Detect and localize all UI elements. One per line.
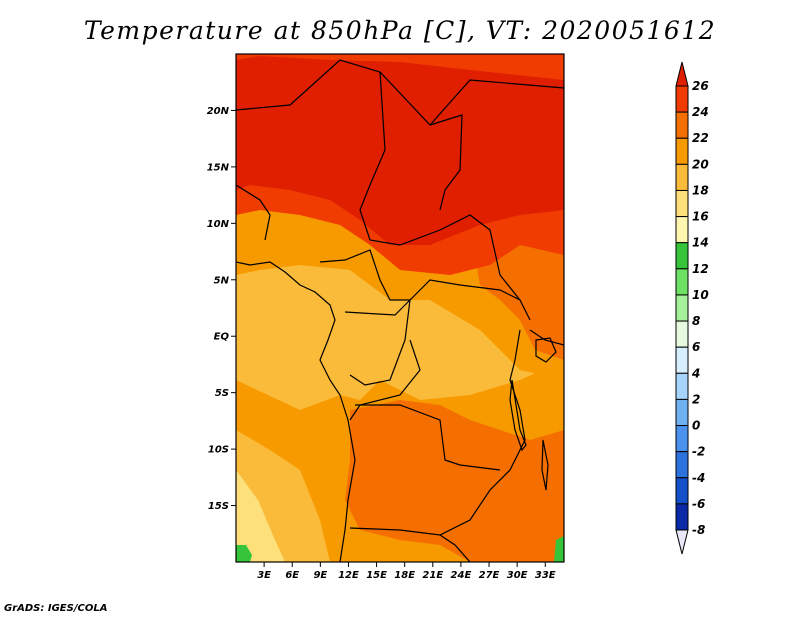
field-green-se [554,536,564,562]
colorbar-label: 6 [692,340,700,354]
border-north-3 [429,114,463,211]
temperature-field [236,54,564,562]
colorbar-label: 2 [692,392,700,406]
lake-malawi [541,439,549,491]
colorbar-segment [675,503,689,531]
colorbar-segment [675,163,689,191]
colorbar-segment [675,111,689,139]
lon-tick-label: 27E [479,570,500,581]
colorbar-segment [675,425,689,453]
lon-tick-label: 21E [422,570,443,581]
field-north-hot [236,56,564,245]
colorbar-segment [675,346,689,374]
lon-tick-label: 24E [451,570,472,581]
border-west-1 [236,184,271,241]
colorbar-segment [675,85,689,113]
colorbar-bottom-arrow [675,529,689,555]
lon-tick-label: 6E [285,570,299,581]
lat-tick-label: 15S [208,501,229,512]
lon-tick-label: 3E [257,570,271,581]
colorbar-label: 22 [692,131,709,145]
country-borders [236,59,564,562]
lat-tick-label: 10S [208,445,229,456]
border-south-1 [355,404,501,471]
colorbar-label: -4 [692,471,705,485]
lat-tick-label: 15N [207,162,230,173]
colorbar-segment [675,320,689,348]
lon-axis: 3E 6E 9E 12E 15E 18E 21E 24E 27E 30E 33E [257,562,556,581]
colorbar-segment [675,242,689,270]
border-central-3 [349,339,421,421]
lat-axis: 20N 15N 10N 5N EQ 5S 10S 15S [207,106,236,512]
lon-tick-label: 15E [366,570,387,581]
colorbar-segment [675,216,689,244]
colorbar-label: 24 [692,105,709,119]
lon-tick-label: 9E [313,570,327,581]
lon-tick-label: 33E [535,570,556,581]
colorbar-segment [675,372,689,400]
lake-tanganyika [509,379,527,452]
colorbar-label: 8 [692,314,700,328]
colorbar-segment [675,477,689,505]
field-green-sw [236,545,252,562]
lake-victoria [535,337,557,363]
colorbar-segment [675,189,689,218]
field-south-hot [345,400,564,562]
colorbar-label: -2 [692,445,705,459]
border-central-2 [344,298,411,386]
colorbar-label: 20 [692,157,709,171]
colorbar-label: 26 [692,79,709,93]
colorbar-segment [675,268,689,296]
colorbar-label: 14 [692,236,709,250]
colorbar-top-arrow [675,61,689,87]
colorbar-label: 10 [692,288,709,302]
border-east-1 [349,329,526,536]
colorbar-segment [675,451,689,479]
lat-tick-label: 20N [207,106,230,117]
field-southwest-paler [236,470,285,562]
colorbar-label: 0 [692,419,700,433]
colorbar-segment [675,137,689,165]
lat-tick-label: EQ [214,332,230,343]
colorbar-label: -8 [692,523,705,537]
lon-tick-label: 18E [394,570,415,581]
lon-tick-label: 12E [338,570,359,581]
coastline [236,261,356,562]
lat-tick-label: 10N [207,219,230,230]
lon-tick-label: 30E [507,570,528,581]
grads-credit: GrADS: IGES/COLA [4,603,108,614]
colorbar-label: 12 [692,262,709,276]
lat-tick-label: 5N [214,275,230,286]
border-south-2 [439,534,471,562]
border-east-2 [529,329,564,346]
map-frame [235,53,565,563]
colorbar-segment [675,294,689,322]
border-north-2 [359,71,521,301]
colorbar-segment [675,398,689,427]
colorbar-label: -6 [692,497,705,511]
colorbar-label: 16 [692,210,709,224]
map-title: Temperature at 850hPa [C], VT: 202005161… [83,16,717,45]
colorbar-label: 4 [691,366,700,380]
colorbar-label: 18 [692,183,709,197]
lat-tick-label: 5S [215,388,229,399]
